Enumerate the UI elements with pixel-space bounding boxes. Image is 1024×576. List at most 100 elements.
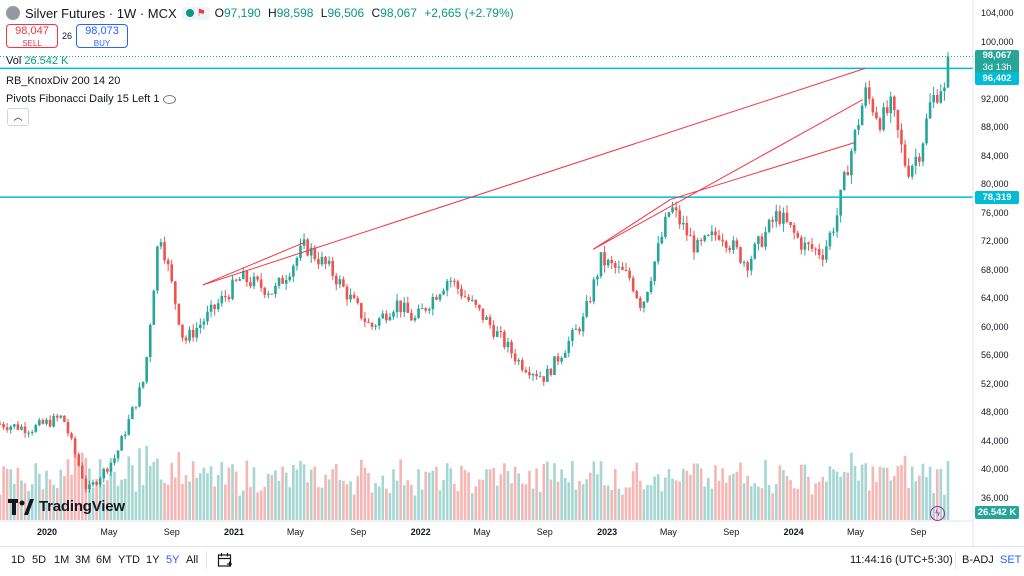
volume-bar <box>417 469 420 520</box>
bottom-toolbar: 1D 5D 1M 3M 6M YTD 1Y 5Y All 11:44:16 (U… <box>0 546 1024 573</box>
range-5d[interactable]: 5D <box>32 554 47 566</box>
candle-body <box>885 107 889 114</box>
candle-body <box>599 252 603 277</box>
sell-button[interactable]: 98,047 SELL <box>6 24 58 48</box>
volume-bar <box>55 487 59 520</box>
volume-bar <box>288 487 292 520</box>
volume-bar <box>274 470 277 520</box>
last-price-tag: 98,067 3d 13h <box>975 49 1019 74</box>
symbol-title[interactable]: Silver Futures · 1W · MCX <box>25 5 177 21</box>
candle-body <box>352 294 356 299</box>
range-1y[interactable]: 1Y <box>146 554 160 566</box>
candle-body <box>209 304 213 312</box>
volume-bar <box>596 474 599 520</box>
volume-bar <box>98 459 102 520</box>
candle-body <box>800 237 803 250</box>
volume-bar <box>445 463 449 520</box>
range-1d[interactable]: 1D <box>11 554 26 566</box>
clock-readout[interactable]: 11:44:16 (UTC+5:30) <box>850 554 953 566</box>
tradingview-logo[interactable]: TradingView <box>8 498 125 515</box>
eye-off-icon[interactable] <box>163 94 177 104</box>
price-chart[interactable] <box>0 0 1024 546</box>
candle-body <box>646 292 649 302</box>
volume-bar <box>896 466 900 520</box>
lightning-icon[interactable]: ϟ <box>930 506 945 521</box>
candle-body <box>213 304 216 310</box>
candle-body <box>943 87 946 92</box>
candle-body <box>914 156 918 166</box>
trendline <box>202 67 866 286</box>
volume-bar <box>467 472 470 520</box>
range-all[interactable]: All <box>186 554 199 566</box>
candle-body <box>821 255 825 260</box>
session-toggle[interactable]: SET <box>1000 554 1022 566</box>
volume-bar <box>689 474 692 520</box>
knoxdiv-indicator-legend[interactable]: RB_KnoxDiv 200 14 20 <box>6 75 121 87</box>
range-1m[interactable]: 1M <box>54 554 70 566</box>
volume-bar <box>245 460 249 520</box>
candle-body <box>853 129 857 151</box>
volume-indicator-legend[interactable]: Vol 26.542 K <box>6 55 68 67</box>
volume-bar <box>656 474 660 520</box>
volume-bar <box>549 479 553 520</box>
pivots-indicator-legend[interactable]: Pivots Fibonacci Daily 15 Left 1 <box>6 93 177 105</box>
volume-bar <box>842 471 846 520</box>
candle-body <box>256 276 259 280</box>
candle-body <box>707 235 710 237</box>
candle-body <box>231 279 234 300</box>
volume-bar <box>649 485 653 520</box>
vol-label: Vol <box>6 55 22 67</box>
volume-bar <box>360 459 363 520</box>
range-5y[interactable]: 5Y <box>166 554 180 566</box>
candle-body <box>349 294 352 300</box>
candle-body <box>13 424 16 427</box>
x-tick-label: 2021 <box>224 527 245 537</box>
candle-body <box>134 406 138 408</box>
market-status[interactable]: ⚑ <box>181 6 210 20</box>
range-ytd[interactable]: YTD <box>118 554 140 566</box>
candle-body <box>177 303 181 325</box>
volume-bar <box>707 478 710 520</box>
range-6m[interactable]: 6M <box>96 554 112 566</box>
x-tick-label: 2023 <box>597 527 618 537</box>
candle-body <box>610 259 614 264</box>
volume-bar <box>653 476 656 520</box>
badj-toggle[interactable]: B-ADJ <box>962 554 994 566</box>
calendar-icon[interactable] <box>217 552 233 568</box>
volume-bar <box>578 480 581 520</box>
range-3m[interactable]: 3M <box>75 554 91 566</box>
volume-bar <box>342 480 345 520</box>
buy-button[interactable]: 98,073 BUY <box>76 24 128 48</box>
buy-price: 98,073 <box>85 25 119 37</box>
volume-bar <box>363 467 367 520</box>
volume-bar <box>345 484 349 520</box>
candle-body <box>388 316 392 321</box>
volume-bar <box>292 465 295 520</box>
volume-bar <box>499 474 503 520</box>
candle-body <box>495 331 499 337</box>
close-key: C <box>371 6 381 20</box>
chevron-up-icon[interactable]: ︿ <box>7 108 29 126</box>
candle-body <box>792 225 796 233</box>
candle-body <box>59 415 63 418</box>
candle-body <box>224 296 227 298</box>
candle-body <box>338 279 342 285</box>
volume-bar <box>631 471 635 520</box>
volume-bar <box>749 486 753 520</box>
candle-body <box>259 279 263 288</box>
volume-bar <box>177 452 181 520</box>
candle-body <box>578 328 581 332</box>
volume-bar <box>735 471 739 520</box>
volume-bar <box>757 486 760 520</box>
volume-bar <box>195 478 199 520</box>
candle-body <box>860 105 864 126</box>
candle-body <box>932 94 935 103</box>
candle-body <box>817 248 821 256</box>
candle-body <box>746 262 749 271</box>
volume-bar <box>778 465 782 520</box>
volume-bar <box>266 473 270 520</box>
candle-body <box>91 482 95 485</box>
volume-bar <box>220 461 224 520</box>
volume-bar <box>313 466 317 520</box>
candle-body <box>106 468 109 472</box>
